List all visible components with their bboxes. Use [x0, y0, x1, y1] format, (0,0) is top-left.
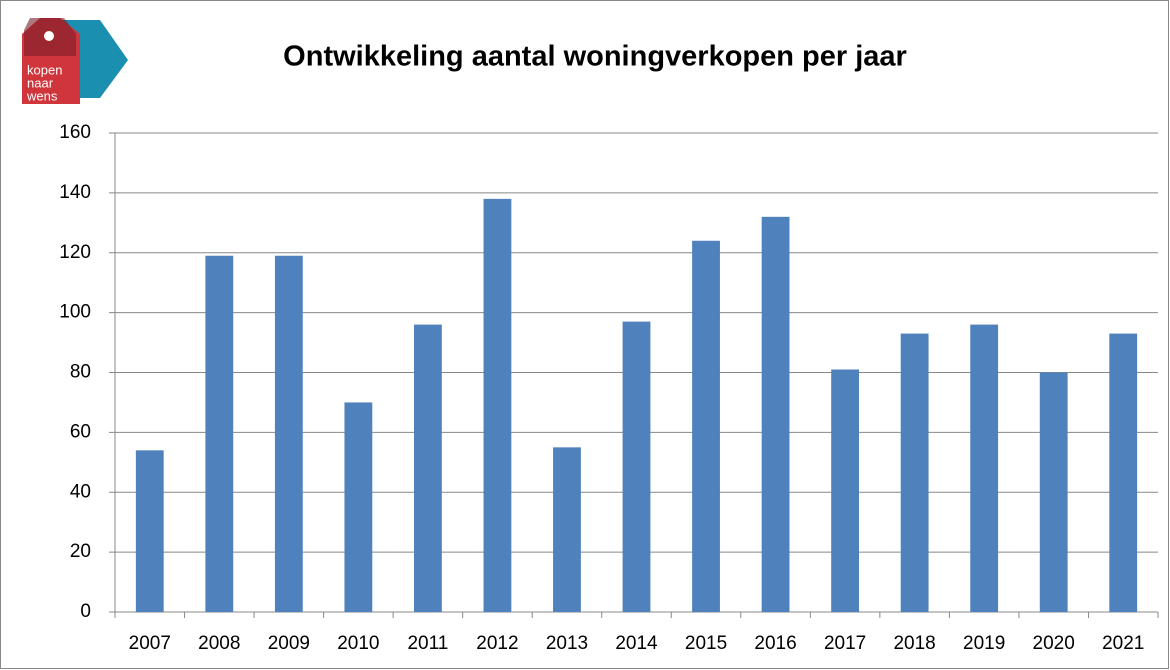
bar: [831, 369, 860, 612]
bar: [1109, 333, 1138, 612]
y-tick-label: 140: [59, 182, 91, 203]
logo-hole: [44, 31, 54, 41]
y-tick-label: 80: [70, 362, 91, 383]
bar: [274, 255, 303, 612]
x-tick-label: 2016: [754, 633, 796, 654]
x-tick-label: 2013: [546, 633, 588, 654]
x-tick-label: 2020: [1033, 633, 1075, 654]
bar: [900, 333, 929, 612]
logo-text: naar: [27, 75, 54, 90]
bar: [1039, 372, 1068, 612]
logo-text: wens: [26, 88, 58, 103]
y-tick-label: 40: [70, 481, 91, 502]
x-tick-label: 2015: [685, 633, 727, 654]
x-tick-label: 2011: [407, 633, 448, 654]
x-tick-label: 2019: [963, 633, 1005, 654]
x-tick-label: 2021: [1102, 633, 1144, 654]
x-tick-label: 2010: [337, 633, 379, 654]
bar: [205, 255, 234, 612]
y-tick-label: 60: [70, 421, 91, 442]
logo-text: kopen: [27, 62, 62, 77]
chart-title: Ontwikkeling aantal woningverkopen per j…: [283, 41, 907, 73]
bar: [761, 216, 790, 612]
bar: [692, 240, 720, 612]
bar: [622, 321, 651, 612]
x-tick-label: 2012: [476, 633, 518, 654]
bar: [553, 447, 581, 612]
bar: [483, 198, 512, 613]
logo: kopen naar wens: [22, 18, 128, 104]
x-tick-label: 2018: [893, 633, 935, 654]
x-tick-label: 2017: [824, 633, 866, 654]
x-tick-label: 2014: [615, 633, 658, 654]
y-tick-label: 100: [59, 302, 91, 323]
x-tick-label: 2008: [198, 633, 240, 654]
y-tick-label: 20: [70, 541, 91, 562]
bar: [344, 402, 373, 612]
bar: [413, 324, 442, 612]
x-tick-label: 2007: [129, 633, 171, 654]
bar: [970, 324, 999, 612]
y-tick-label: 160: [59, 122, 91, 143]
y-tick-label: 0: [80, 601, 91, 622]
y-tick-label: 120: [59, 242, 91, 263]
bar: [135, 450, 164, 612]
x-tick-label: 2009: [268, 633, 310, 654]
